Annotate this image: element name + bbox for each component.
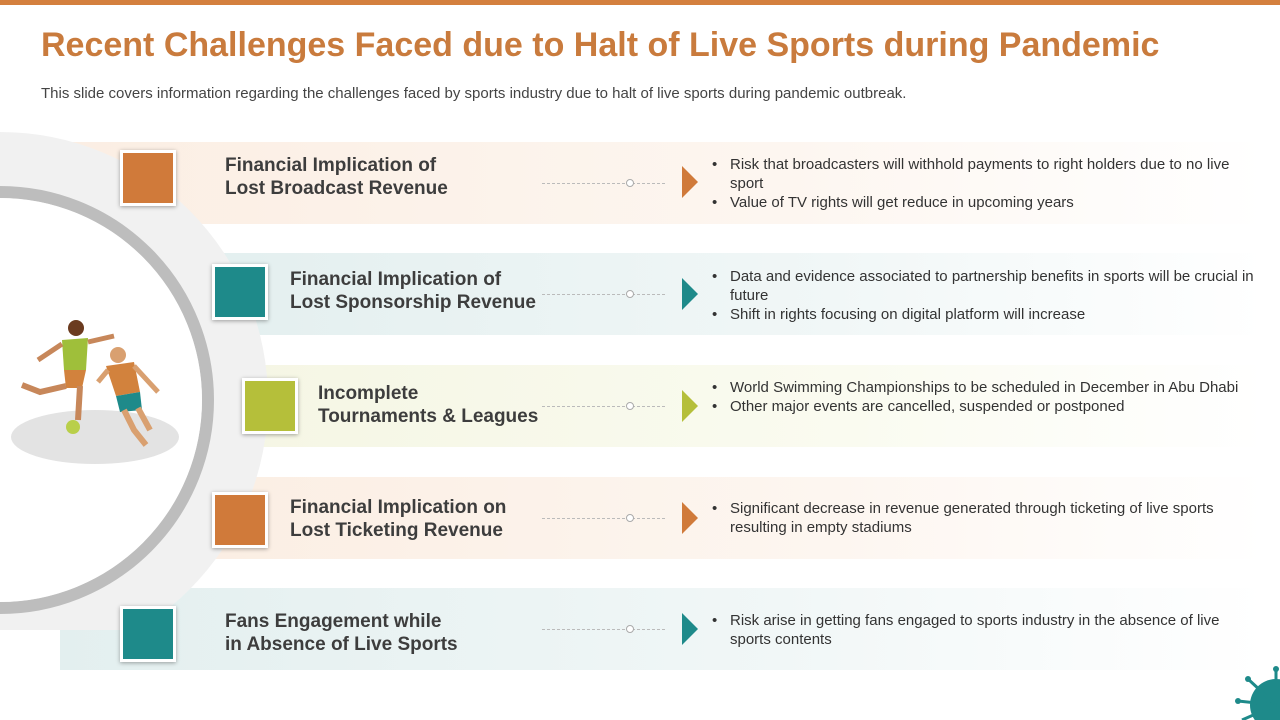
virus-decoration xyxy=(1235,666,1280,720)
connector xyxy=(542,294,665,295)
row-heading: Incomplete Tournaments & Leagues xyxy=(318,382,538,428)
icon xyxy=(120,150,176,206)
connector xyxy=(542,406,665,407)
illustration xyxy=(0,132,268,630)
top-bar xyxy=(0,0,1280,5)
connector-dot xyxy=(626,514,634,522)
bullet: Shift in rights focusing on digital plat… xyxy=(712,305,1255,324)
arrow xyxy=(682,502,698,534)
connector xyxy=(542,183,665,184)
heading-line: Financial Implication of xyxy=(225,155,437,176)
bullets: Risk arise in getting fans engaged to sp… xyxy=(712,611,1255,649)
bullets: Risk that broadcasters will withhold pay… xyxy=(712,155,1255,212)
title: Recent Challenges Faced due to Halt of L… xyxy=(41,26,1160,64)
subtitle: This slide covers information regarding … xyxy=(41,85,907,102)
heading-line: Lost Sponsorship Revenue xyxy=(290,292,536,313)
bullet: Data and evidence associated to partners… xyxy=(712,267,1255,305)
bullet: Significant decrease in revenue generate… xyxy=(712,499,1255,537)
arrow xyxy=(682,390,698,422)
connector xyxy=(542,518,665,519)
arrow xyxy=(682,613,698,645)
connector-dot xyxy=(626,625,634,633)
bullets: World Swimming Championships to be sched… xyxy=(712,378,1255,416)
icon xyxy=(120,606,176,662)
heading-line: Lost Broadcast Revenue xyxy=(225,178,448,199)
bullet: Risk that broadcasters will withhold pay… xyxy=(712,155,1255,193)
connector xyxy=(542,629,665,630)
row-heading: Financial Implication of Lost Sponsorship… xyxy=(290,268,536,314)
icon xyxy=(212,492,268,548)
icon xyxy=(212,264,268,320)
heading-line: Lost Ticketing Revenue xyxy=(290,520,503,541)
bullets: Data and evidence associated to partners… xyxy=(712,267,1255,324)
row-heading: Financial Implication of Lost Broadcast R… xyxy=(225,154,448,200)
connector-dot xyxy=(626,402,634,410)
bullets: Significant decrease in revenue generate… xyxy=(712,499,1255,537)
bullet: World Swimming Championships to be sched… xyxy=(712,378,1255,397)
row-heading: Financial Implication on Lost Ticketing R… xyxy=(290,496,506,542)
heading-line: Financial Implication of xyxy=(290,269,502,290)
arrow xyxy=(682,278,698,310)
bullet: Value of TV rights will get reduce in up… xyxy=(712,193,1255,212)
icon xyxy=(242,378,298,434)
row-heading: Fans Engagement while in Absence of Live … xyxy=(225,610,458,656)
heading-line: Tournaments & Leagues xyxy=(318,406,539,427)
connector-dot xyxy=(626,290,634,298)
heading-line: Financial Implication on xyxy=(290,497,507,518)
bullet: Risk arise in getting fans engaged to sp… xyxy=(712,611,1255,649)
arrow xyxy=(682,166,698,198)
heading-line: Fans Engagement while xyxy=(225,611,442,632)
bullet: Other major events are cancelled, suspen… xyxy=(712,397,1255,416)
connector-dot xyxy=(626,179,634,187)
heading-line: in Absence of Live Sports xyxy=(225,634,458,655)
heading-line: Incomplete xyxy=(318,383,419,404)
